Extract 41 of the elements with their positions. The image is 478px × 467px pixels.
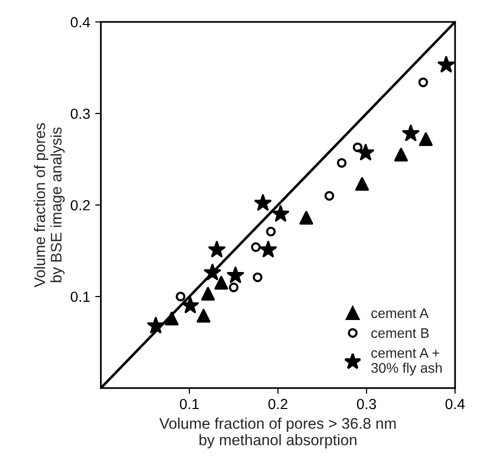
y-tick-label: 0.2 bbox=[70, 200, 90, 210]
point bbox=[204, 264, 222, 280]
point bbox=[272, 205, 290, 222]
point bbox=[394, 148, 408, 162]
y-tick-label: 0.1 bbox=[70, 292, 90, 302]
point bbox=[228, 282, 239, 292]
x-tick-label: 0.2 bbox=[268, 398, 288, 410]
point bbox=[357, 144, 374, 160]
point bbox=[147, 316, 164, 334]
point bbox=[196, 308, 210, 323]
point bbox=[208, 240, 226, 258]
x-tick-label: 0.1 bbox=[180, 398, 199, 410]
point bbox=[250, 242, 261, 252]
y-tick-label: 0.3 bbox=[70, 108, 90, 119]
point bbox=[355, 177, 369, 191]
point bbox=[324, 191, 334, 201]
point bbox=[299, 210, 314, 225]
y-tick-label: 0.4 bbox=[70, 17, 90, 28]
legend-label: cement B bbox=[371, 328, 429, 338]
point bbox=[418, 132, 433, 146]
point bbox=[226, 266, 244, 283]
point bbox=[418, 78, 428, 88]
point bbox=[266, 226, 276, 236]
point bbox=[201, 286, 215, 301]
point bbox=[254, 194, 272, 211]
legend-label: cement A bbox=[371, 308, 429, 318]
point bbox=[214, 276, 228, 290]
point bbox=[252, 272, 262, 282]
point bbox=[182, 296, 199, 314]
x-tick-label: 0.3 bbox=[356, 398, 376, 410]
x-tick-label: 0.4 bbox=[445, 398, 465, 410]
x-axis-title: Volume fraction of pores > 36.8 nm by methanol absorption bbox=[159, 418, 396, 448]
point bbox=[260, 240, 277, 258]
point bbox=[352, 142, 362, 152]
legend-label: cement A + 30% fly ash bbox=[371, 348, 442, 376]
point bbox=[336, 158, 347, 168]
point bbox=[164, 312, 179, 326]
y-axis-title: Volume fraction of pores by BSE image analysis bbox=[34, 123, 65, 288]
point bbox=[402, 124, 420, 142]
point bbox=[438, 56, 455, 72]
point bbox=[176, 292, 186, 302]
